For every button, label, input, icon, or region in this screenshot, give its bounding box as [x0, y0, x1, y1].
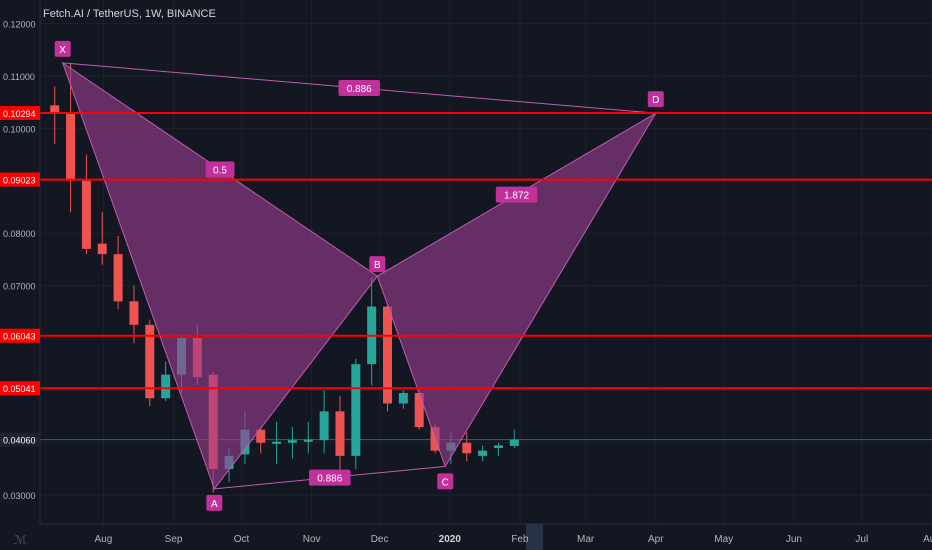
x-tick-label: Apr [648, 534, 664, 545]
candle-body [335, 411, 345, 456]
ratio-label-bg [495, 186, 538, 203]
pattern-point-text: X [59, 45, 66, 56]
x-tick-label: Aug [94, 534, 112, 545]
level-price-text: 0.06043 [3, 332, 36, 342]
x-tick-label: Mar [577, 534, 595, 545]
x-tick-label: Nov [303, 534, 321, 545]
candle-body [81, 180, 91, 249]
pattern-point-text: D [652, 95, 659, 106]
chart-title: Fetch.AI / TetherUS, 1W, BINANCE [43, 8, 216, 20]
pattern-point-b: B [369, 256, 386, 273]
candle-body [493, 445, 503, 449]
candle-body [129, 301, 139, 325]
ratio-label: 0.886 [309, 469, 351, 486]
pattern-point-c: C [437, 473, 454, 490]
candle-body [272, 441, 282, 444]
tradingview-logo-icon: ℳ [14, 533, 27, 547]
y-tick-label: 0.07000 [3, 282, 36, 292]
x-tick-label: Dec [371, 534, 389, 545]
y-tick-label: 0.11000 [3, 72, 35, 82]
y-tick-label: 0.08000 [3, 229, 36, 239]
ratio-label-bg [309, 469, 351, 486]
pattern-point-bg [647, 91, 664, 108]
ratio-label: 1.872 [495, 186, 538, 203]
level-price-tag [0, 328, 40, 343]
level-price-tag [0, 105, 40, 120]
level-price-tag [0, 381, 40, 396]
level-price-text: 0.09023 [3, 176, 36, 186]
x-tick-label: May [714, 534, 733, 545]
x-tick-label: Jul [855, 534, 868, 545]
x-tick-label: Aug [923, 534, 932, 545]
current-price-tag [0, 432, 40, 447]
pattern-point-text: A [211, 499, 218, 510]
ratio-label-text: 0.886 [347, 84, 372, 95]
candle-body [462, 442, 472, 454]
candle-body [50, 105, 60, 113]
x-tick-label: 2020 [439, 534, 462, 545]
ratio-label-text: 0.5 [213, 166, 227, 177]
pattern-point-bg [54, 40, 71, 57]
current-price-text: 0.04060 [3, 436, 36, 446]
x-tick-label: Sep [165, 534, 183, 545]
candle-body [145, 324, 155, 399]
ratio-label-text: 1.872 [504, 191, 529, 202]
level-price-tag [0, 172, 40, 187]
candle-body [113, 254, 123, 302]
x-axis-panel [0, 524, 932, 550]
candle-body [303, 439, 313, 442]
ratio-label: 0.5 [205, 161, 235, 178]
x-axis-highlight [526, 524, 543, 550]
ratio-label: 0.886 [338, 80, 380, 97]
ratio-label-bg [205, 161, 235, 178]
y-tick-label: 0.03000 [3, 491, 36, 501]
ratio-label-bg [338, 80, 380, 97]
candle-body [319, 411, 329, 441]
candle-body [509, 439, 519, 446]
candle-body [66, 112, 76, 181]
ratio-label-text: 0.886 [317, 474, 342, 485]
candle-body [351, 364, 361, 456]
pattern-point-d: D [647, 91, 664, 108]
y-tick-label: 0.12000 [3, 20, 36, 30]
level-price-text: 0.10294 [3, 109, 36, 119]
pattern-point-x: X [54, 40, 71, 57]
pattern-point-text: B [374, 260, 381, 271]
candle-body [287, 440, 297, 443]
candle-body [256, 429, 266, 443]
y-tick-label: 0.10000 [3, 124, 36, 134]
level-price-text: 0.05041 [3, 384, 36, 394]
pattern-point-bg [206, 494, 223, 511]
x-tick-label: Feb [511, 534, 529, 545]
x-tick-label: Oct [234, 534, 250, 545]
candle-body [478, 450, 488, 456]
pattern-point-a: A [206, 494, 223, 511]
x-tick-label: Jun [786, 534, 802, 545]
pattern-point-bg [369, 256, 386, 273]
pattern-point-bg [437, 473, 454, 490]
candle-body [398, 393, 408, 404]
candle-body [383, 306, 393, 404]
pattern-point-text: C [442, 477, 449, 488]
candle-body [161, 374, 171, 399]
y-axis-panel [0, 0, 40, 550]
candle-body [97, 243, 107, 255]
candle-body [414, 393, 424, 428]
